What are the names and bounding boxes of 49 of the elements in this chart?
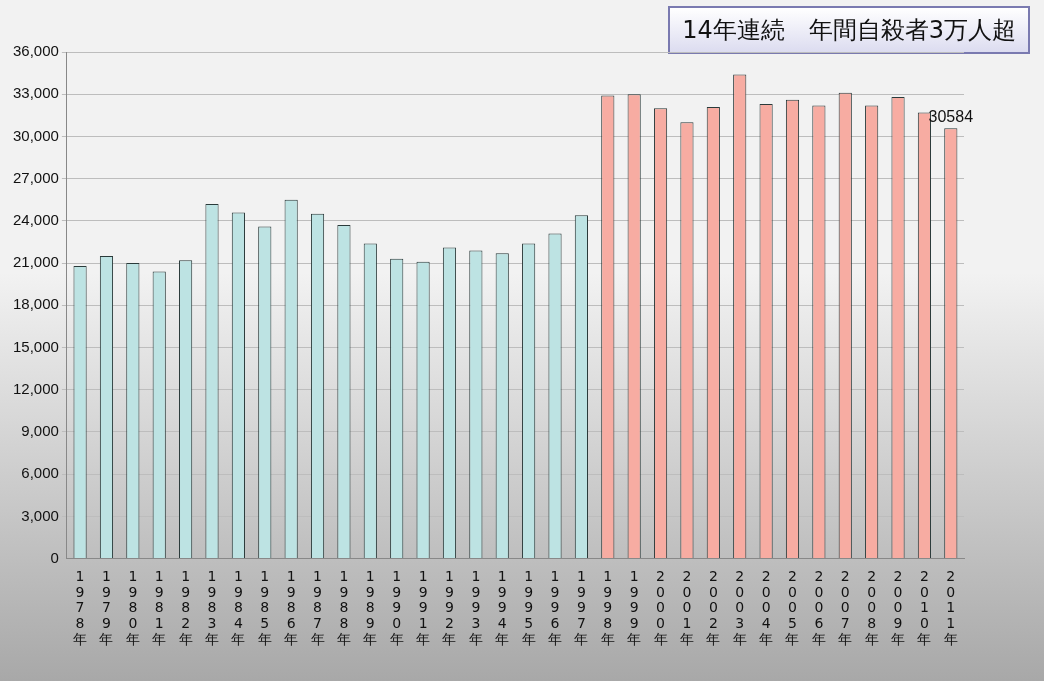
y-tick-label: 12,000 bbox=[12, 379, 59, 397]
x-tick-label: 1994年 bbox=[495, 568, 510, 647]
y-tick-label: 9,000 bbox=[21, 422, 59, 440]
x-tick-label: 1983年 bbox=[205, 568, 219, 647]
x-tick-label: 1981年 bbox=[152, 568, 167, 647]
y-tick-label: 3,000 bbox=[21, 506, 59, 524]
x-tick-label: 1997年 bbox=[574, 568, 589, 647]
x-tick-label: 2011年 bbox=[943, 568, 958, 647]
x-tick-label: 2010年 bbox=[917, 568, 932, 647]
y-tick-label: 27,000 bbox=[12, 168, 59, 186]
x-tick-label: 1995年 bbox=[521, 568, 536, 647]
x-tick-label: 1979年 bbox=[99, 568, 114, 647]
x-tick-label: 1996年 bbox=[548, 568, 563, 647]
x-tick-label: 1985年 bbox=[257, 568, 272, 647]
x-tick-label: 2009年 bbox=[891, 568, 906, 647]
chart-title: 14年連続 年間自殺者3万人超 bbox=[668, 6, 1030, 54]
y-tick-label: 18,000 bbox=[12, 295, 59, 313]
x-tick-label: 1982年 bbox=[178, 568, 193, 647]
x-tick-label: 1993年 bbox=[468, 568, 483, 647]
y-tick-label: 36,000 bbox=[12, 42, 59, 60]
y-tick-label: 0 bbox=[50, 548, 59, 566]
x-tick-label: 1991年 bbox=[416, 568, 431, 647]
x-tick-label: 2001年 bbox=[679, 568, 694, 647]
x-tick-label: 2000年 bbox=[653, 568, 668, 647]
x-tick-label: 1980年 bbox=[125, 568, 140, 647]
y-tick-label: 15,000 bbox=[12, 337, 59, 355]
x-tick-label: 2006年 bbox=[811, 568, 826, 647]
x-tick-label: 1990年 bbox=[389, 568, 404, 647]
x-tick-label: 1999年 bbox=[627, 568, 642, 647]
y-tick-label: 6,000 bbox=[21, 464, 59, 482]
x-tick-label: 1998年 bbox=[600, 568, 615, 647]
x-tick-label: 2005年 bbox=[785, 568, 800, 647]
y-tick-label: 33,000 bbox=[12, 84, 59, 102]
x-tick-label: 1978年 bbox=[73, 568, 88, 647]
y-tick-label: 30,000 bbox=[12, 126, 59, 144]
x-tick-label: 2004年 bbox=[759, 568, 774, 647]
x-tick-label: 2003年 bbox=[732, 568, 747, 647]
x-tick-label: 1989年 bbox=[363, 568, 378, 647]
y-tick-label: 21,000 bbox=[12, 253, 59, 271]
x-tick-label: 1986年 bbox=[284, 568, 299, 647]
x-tick-label: 2008年 bbox=[864, 568, 879, 647]
data-label: 30584 bbox=[928, 107, 974, 125]
x-tick-label: 1987年 bbox=[310, 568, 325, 647]
x-tick-label: 1992年 bbox=[442, 568, 457, 647]
x-tick-label: 1988年 bbox=[336, 568, 351, 647]
y-tick-label: 24,000 bbox=[12, 211, 59, 229]
x-tick-label: 2007年 bbox=[838, 568, 853, 647]
x-tick-label: 1984年 bbox=[231, 568, 246, 647]
x-tick-label: 2002年 bbox=[706, 568, 721, 647]
